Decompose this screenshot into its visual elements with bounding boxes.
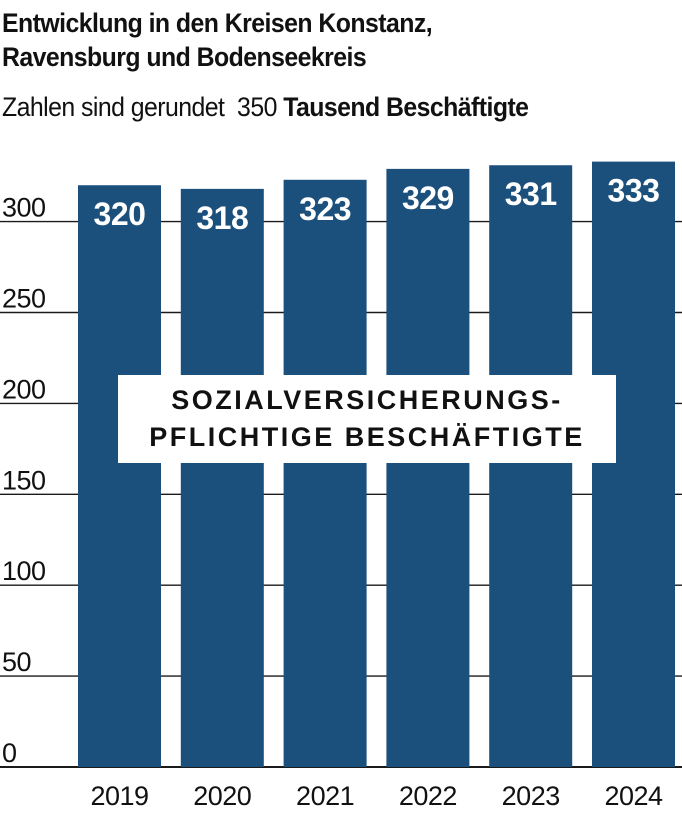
y-tick-label-150: 150 bbox=[2, 465, 46, 495]
y-tick-label-250: 250 bbox=[2, 284, 46, 314]
y-tick-label-300: 300 bbox=[2, 193, 46, 223]
x-tick-label-2019: 2019 bbox=[90, 781, 148, 811]
x-tick-label-2023: 2023 bbox=[502, 781, 560, 811]
x-tick-label-2020: 2020 bbox=[193, 781, 251, 811]
bar-2020 bbox=[180, 188, 264, 768]
y-tick-label-200: 200 bbox=[2, 374, 46, 404]
overlay-label-line-2: PFLICHTIGE BESCHÄFTIGTE bbox=[149, 422, 585, 452]
overlay-label-line-1: SOZIALVERSICHERUNGS- bbox=[171, 385, 563, 415]
unit-label: Tausend Beschäftigte bbox=[283, 92, 529, 122]
x-tick-label-2022: 2022 bbox=[399, 781, 457, 811]
value-label-2023: 331 bbox=[505, 176, 557, 212]
chart-title: Entwicklung in den Kreisen Konstanz, Rav… bbox=[2, 8, 433, 72]
bar-2021 bbox=[283, 179, 367, 767]
chart-subtitle: Zahlen sind gerundet 350 Tausend Beschäf… bbox=[2, 90, 529, 124]
bar-2024 bbox=[592, 161, 675, 767]
value-label-2024: 333 bbox=[608, 173, 660, 209]
bar-2019 bbox=[78, 185, 161, 768]
chart-overlay-label: SOZIALVERSICHERUNGS- PFLICHTIGE BESCHÄFT… bbox=[118, 375, 616, 463]
value-label-2022: 329 bbox=[402, 180, 454, 216]
value-label-2020: 318 bbox=[196, 200, 248, 236]
bar-2023 bbox=[489, 165, 573, 767]
x-tick-label-2021: 2021 bbox=[296, 781, 354, 811]
axis-max-label: 350 bbox=[237, 92, 277, 122]
y-tick-label-0: 0 bbox=[2, 738, 17, 768]
value-label-2019: 320 bbox=[94, 196, 146, 232]
value-label-2021: 323 bbox=[299, 191, 351, 227]
y-tick-label-50: 50 bbox=[2, 647, 31, 677]
y-tick-label-100: 100 bbox=[2, 556, 46, 586]
bar-2022 bbox=[386, 168, 470, 768]
rounding-note: Zahlen sind gerundet bbox=[2, 92, 225, 122]
x-tick-label-2024: 2024 bbox=[604, 781, 663, 811]
